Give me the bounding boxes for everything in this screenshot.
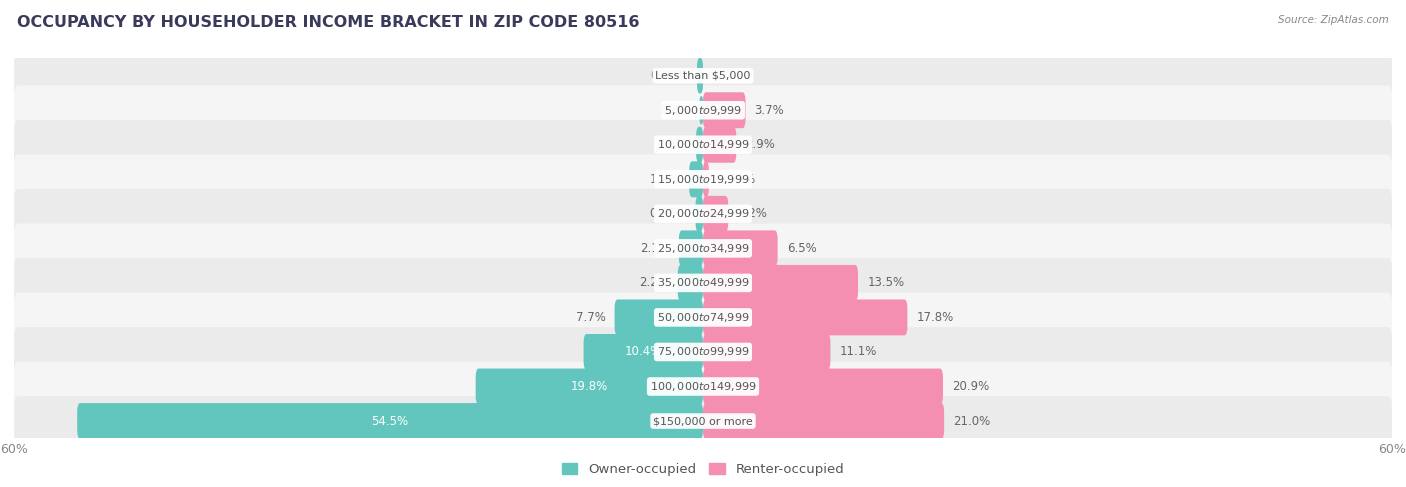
Text: $5,000 to $9,999: $5,000 to $9,999 (664, 104, 742, 117)
Text: $100,000 to $149,999: $100,000 to $149,999 (650, 380, 756, 393)
FancyBboxPatch shape (703, 230, 778, 266)
Text: 6.5%: 6.5% (787, 242, 817, 255)
Text: 19.8%: 19.8% (571, 380, 607, 393)
FancyBboxPatch shape (703, 300, 907, 336)
Text: 17.8%: 17.8% (917, 311, 953, 324)
Text: 7.7%: 7.7% (575, 311, 606, 324)
FancyBboxPatch shape (703, 403, 945, 439)
FancyBboxPatch shape (696, 196, 703, 232)
Text: $10,000 to $14,999: $10,000 to $14,999 (657, 138, 749, 151)
Text: 10.4%: 10.4% (624, 345, 662, 358)
Text: $150,000 or more: $150,000 or more (654, 416, 752, 426)
FancyBboxPatch shape (14, 396, 1392, 446)
FancyBboxPatch shape (583, 334, 703, 370)
Text: 0.6%: 0.6% (657, 138, 688, 151)
Text: $75,000 to $99,999: $75,000 to $99,999 (657, 345, 749, 358)
FancyBboxPatch shape (77, 403, 703, 439)
FancyBboxPatch shape (697, 58, 703, 94)
FancyBboxPatch shape (703, 127, 737, 163)
Text: 3.7%: 3.7% (755, 104, 785, 117)
Text: 0.51%: 0.51% (718, 173, 755, 186)
Text: 11.1%: 11.1% (839, 345, 877, 358)
Text: 54.5%: 54.5% (371, 414, 409, 428)
Text: 2.2%: 2.2% (638, 277, 669, 289)
FancyBboxPatch shape (703, 92, 745, 128)
FancyBboxPatch shape (14, 258, 1392, 308)
Text: 13.5%: 13.5% (868, 277, 904, 289)
Text: OCCUPANCY BY HOUSEHOLDER INCOME BRACKET IN ZIP CODE 80516: OCCUPANCY BY HOUSEHOLDER INCOME BRACKET … (17, 15, 640, 30)
FancyBboxPatch shape (703, 369, 943, 405)
Text: $50,000 to $74,999: $50,000 to $74,999 (657, 311, 749, 324)
FancyBboxPatch shape (14, 189, 1392, 239)
FancyBboxPatch shape (14, 154, 1392, 204)
FancyBboxPatch shape (14, 51, 1392, 101)
Text: $20,000 to $24,999: $20,000 to $24,999 (657, 207, 749, 220)
Legend: Owner-occupied, Renter-occupied: Owner-occupied, Renter-occupied (557, 457, 849, 481)
Text: Less than $5,000: Less than $5,000 (655, 71, 751, 81)
Text: 21.0%: 21.0% (953, 414, 991, 428)
FancyBboxPatch shape (678, 265, 703, 301)
FancyBboxPatch shape (14, 224, 1392, 273)
FancyBboxPatch shape (14, 362, 1392, 412)
FancyBboxPatch shape (703, 196, 728, 232)
FancyBboxPatch shape (14, 85, 1392, 135)
Text: $25,000 to $34,999: $25,000 to $34,999 (657, 242, 749, 255)
FancyBboxPatch shape (14, 327, 1392, 377)
Text: $35,000 to $49,999: $35,000 to $49,999 (657, 277, 749, 289)
FancyBboxPatch shape (703, 265, 858, 301)
Text: $15,000 to $19,999: $15,000 to $19,999 (657, 173, 749, 186)
Text: 1.2%: 1.2% (650, 173, 681, 186)
Text: 0.65%: 0.65% (650, 207, 686, 220)
FancyBboxPatch shape (703, 334, 831, 370)
FancyBboxPatch shape (614, 300, 703, 336)
Text: 2.9%: 2.9% (745, 138, 775, 151)
Text: 20.9%: 20.9% (952, 380, 990, 393)
Text: 0.0%: 0.0% (713, 69, 742, 82)
FancyBboxPatch shape (700, 96, 703, 124)
FancyBboxPatch shape (14, 120, 1392, 169)
Text: 0.3%: 0.3% (661, 104, 690, 117)
Text: Source: ZipAtlas.com: Source: ZipAtlas.com (1278, 15, 1389, 25)
Text: 0.52%: 0.52% (651, 69, 688, 82)
FancyBboxPatch shape (689, 161, 703, 197)
FancyBboxPatch shape (703, 162, 709, 197)
FancyBboxPatch shape (14, 293, 1392, 342)
Text: 2.2%: 2.2% (738, 207, 768, 220)
Text: 2.1%: 2.1% (640, 242, 669, 255)
FancyBboxPatch shape (679, 230, 703, 266)
FancyBboxPatch shape (696, 127, 703, 163)
FancyBboxPatch shape (475, 369, 703, 405)
